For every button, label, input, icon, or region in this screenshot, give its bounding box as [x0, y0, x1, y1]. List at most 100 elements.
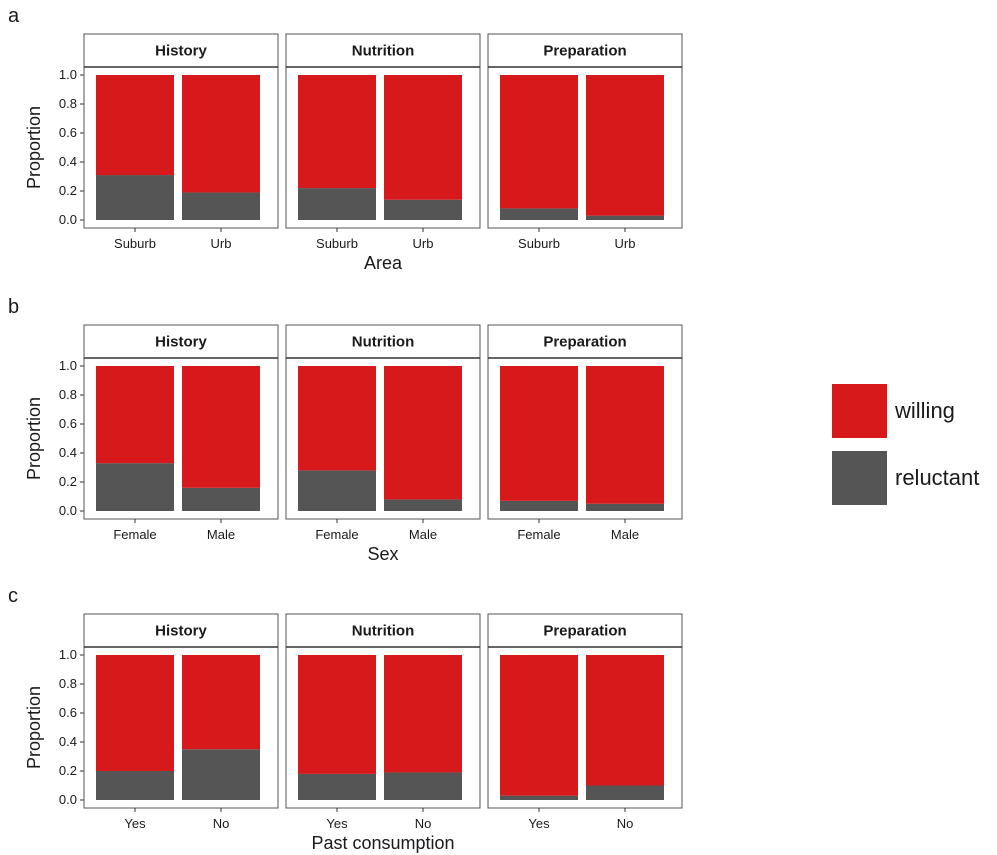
facet-strip	[285, 324, 481, 359]
x-axis-title: Sex	[367, 544, 398, 564]
legend-label: reluctant	[895, 465, 979, 490]
facet-title: History	[155, 623, 207, 640]
bar-reluctant	[96, 175, 174, 220]
bar-willing	[96, 655, 174, 771]
y-tick-label: 0.6	[59, 705, 77, 720]
y-axis-title: Proportion	[24, 106, 44, 189]
x-tick-label: Male	[611, 527, 639, 542]
bar-willing	[586, 655, 664, 786]
y-tick-label: 0.0	[59, 212, 77, 227]
chart-block-c: c Proportion 0.0 0.2 0.4 0.6 0.8 1.0 History Yes N…	[8, 585, 683, 853]
y-tick-label: 0.4	[59, 734, 77, 749]
bar-reluctant	[182, 192, 260, 220]
x-tick-label: Male	[409, 527, 437, 542]
y-tick-label: 0.8	[59, 676, 77, 691]
facet-title: Preparation	[543, 334, 626, 351]
y-tick-label: 0.8	[59, 96, 77, 111]
bar-reluctant	[298, 188, 376, 220]
bar-willing	[586, 366, 664, 504]
bar-willing	[182, 655, 260, 750]
y-axis-title: Proportion	[24, 397, 44, 480]
bar-willing	[500, 655, 578, 796]
bar-willing	[384, 366, 462, 500]
y-axis-title: Proportion	[24, 686, 44, 769]
x-axis-title: Past consumption	[311, 833, 454, 853]
facet-strip	[487, 613, 683, 648]
facet-title: Preparation	[543, 43, 626, 60]
bar-reluctant	[384, 499, 462, 511]
bar-reluctant	[384, 199, 462, 220]
legend-swatch-willing	[832, 384, 887, 438]
x-tick-label: Suburb	[114, 236, 156, 251]
x-axis-title: Area	[364, 253, 403, 273]
bar-willing	[182, 75, 260, 193]
x-tick-label: Suburb	[316, 236, 358, 251]
x-tick-label: Yes	[326, 816, 348, 831]
bar-willing	[500, 75, 578, 209]
x-tick-label: Female	[113, 527, 156, 542]
bar-reluctant	[500, 208, 578, 220]
y-tick-label: 0.4	[59, 154, 77, 169]
x-tick-label: Yes	[124, 816, 146, 831]
legend-label: willing	[894, 398, 955, 423]
legend-swatch-reluctant	[832, 451, 887, 505]
facet-strip	[285, 613, 481, 648]
bar-willing	[298, 366, 376, 471]
panel-letter: b	[8, 296, 19, 318]
y-tick-label: 1.0	[59, 647, 77, 662]
x-tick-label: Suburb	[518, 236, 560, 251]
bar-reluctant	[182, 487, 260, 511]
bar-willing	[96, 366, 174, 464]
facet-title: Nutrition	[352, 623, 414, 640]
bar-willing	[298, 75, 376, 189]
facet-title: Nutrition	[352, 334, 414, 351]
x-tick-label: Yes	[528, 816, 550, 831]
panel-letter: c	[8, 585, 18, 607]
bar-reluctant	[96, 463, 174, 511]
x-tick-label: Female	[517, 527, 560, 542]
bar-willing	[384, 655, 462, 773]
bar-reluctant	[586, 785, 664, 800]
x-tick-label: No	[617, 816, 634, 831]
bar-reluctant	[298, 470, 376, 511]
y-tick-label: 0.2	[59, 183, 77, 198]
y-tick-label: 0.2	[59, 474, 77, 489]
x-tick-label: Urb	[615, 236, 636, 251]
bar-willing	[586, 75, 664, 216]
bar-reluctant	[96, 771, 174, 800]
x-tick-label: Urb	[211, 236, 232, 251]
bar-reluctant	[384, 772, 462, 800]
bar-reluctant	[586, 215, 664, 220]
facet-strip	[83, 613, 279, 648]
bar-reluctant	[586, 503, 664, 511]
bar-willing	[500, 366, 578, 501]
x-tick-label: Urb	[413, 236, 434, 251]
y-tick-label: 0.0	[59, 503, 77, 518]
x-tick-label: Male	[207, 527, 235, 542]
facet-title: Preparation	[543, 623, 626, 640]
x-tick-label: No	[213, 816, 230, 831]
x-tick-label: Female	[315, 527, 358, 542]
bar-reluctant	[182, 749, 260, 800]
y-tick-label: 0.2	[59, 763, 77, 778]
legend: willing reluctant	[832, 384, 979, 505]
x-tick-label: No	[415, 816, 432, 831]
bar-willing	[384, 75, 462, 200]
y-tick-label: 0.4	[59, 445, 77, 460]
y-tick-label: 0.0	[59, 792, 77, 807]
facet-title: Nutrition	[352, 43, 414, 60]
bar-reluctant	[500, 500, 578, 511]
y-tick-label: 1.0	[59, 67, 77, 82]
chart-block-a: a Proportion 0.0 0.2 0.4 0.6 0.8 1.0 History Subu…	[8, 5, 683, 273]
y-tick-label: 0.8	[59, 387, 77, 402]
panel-letter: a	[8, 5, 20, 27]
chart-block-b: b Proportion 0.0 0.2 0.4 0.6 0.8 1.0 History Fema…	[8, 296, 683, 564]
facet-title: History	[155, 43, 207, 60]
bar-willing	[298, 655, 376, 774]
y-tick-label: 0.6	[59, 416, 77, 431]
bar-reluctant	[500, 795, 578, 800]
y-tick-label: 1.0	[59, 358, 77, 373]
facet-title: History	[155, 334, 207, 351]
facet-strip	[83, 324, 279, 359]
